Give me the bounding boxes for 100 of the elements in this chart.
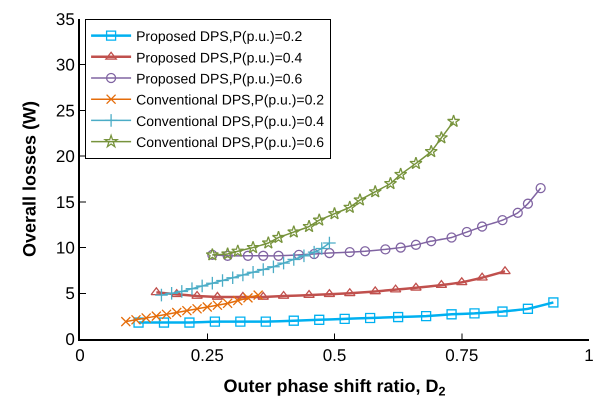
point xyxy=(462,226,472,238)
point xyxy=(288,316,299,326)
point xyxy=(353,193,367,206)
point xyxy=(522,198,534,209)
point xyxy=(297,248,311,263)
point xyxy=(410,282,422,291)
point xyxy=(322,236,336,250)
point xyxy=(434,130,448,144)
point xyxy=(174,284,189,298)
point xyxy=(294,250,304,260)
point xyxy=(154,288,168,302)
point xyxy=(287,225,300,238)
point xyxy=(410,240,422,250)
y-axis-title: Overall losses (W) xyxy=(20,100,40,258)
point xyxy=(499,266,511,274)
point xyxy=(384,176,398,190)
point xyxy=(497,306,508,317)
point xyxy=(235,316,246,327)
point xyxy=(340,314,350,324)
point xyxy=(260,316,271,327)
point xyxy=(246,265,260,280)
point xyxy=(390,284,402,293)
point xyxy=(324,289,336,298)
point xyxy=(420,310,432,322)
point xyxy=(273,250,284,261)
point xyxy=(236,268,250,282)
y-tick-label: 25 xyxy=(56,101,75,120)
point xyxy=(256,262,270,276)
point xyxy=(497,214,508,226)
x-axis-title: Outer phase shift ratio, D$_{2}$ xyxy=(223,376,446,399)
point xyxy=(512,208,523,218)
point xyxy=(164,286,179,300)
legend-label: Proposed DPS,P(p.u.)=0.6 xyxy=(136,70,302,86)
legend-label: Conventional DPS,P(p.u.)=0.2 xyxy=(136,92,324,108)
point xyxy=(343,200,356,214)
point xyxy=(272,230,286,244)
point xyxy=(158,317,170,328)
point xyxy=(216,274,230,288)
legend-label: Conventional DPS,P(p.u.)=0.4 xyxy=(136,112,324,129)
point xyxy=(536,182,546,194)
point xyxy=(436,280,448,288)
point xyxy=(222,250,233,261)
y-tick-label: 10 xyxy=(56,238,75,258)
point xyxy=(286,252,301,266)
point xyxy=(394,167,408,180)
point xyxy=(231,244,244,257)
point xyxy=(191,290,203,299)
point xyxy=(266,260,280,274)
point xyxy=(278,290,290,299)
point xyxy=(184,317,195,328)
point xyxy=(312,213,326,226)
point xyxy=(426,236,436,246)
point xyxy=(324,248,335,258)
point xyxy=(303,290,315,298)
point xyxy=(210,316,220,327)
point xyxy=(396,242,406,253)
point xyxy=(185,282,199,296)
y-tick-label: 30 xyxy=(56,56,75,75)
point xyxy=(220,247,234,260)
point xyxy=(226,270,240,285)
point xyxy=(380,244,391,255)
legend-label: Conventional DPS,P(p.u.)=0.6 xyxy=(136,134,324,150)
point xyxy=(276,256,291,270)
point xyxy=(242,250,254,261)
point xyxy=(314,242,329,256)
point xyxy=(368,184,382,198)
point xyxy=(344,246,355,258)
legend-label: Proposed DPS,P(p.u.)=0.2 xyxy=(136,28,302,44)
point xyxy=(522,304,534,314)
point xyxy=(195,279,210,293)
point xyxy=(237,292,249,300)
point xyxy=(328,206,342,220)
point xyxy=(205,276,220,290)
legend-label: Proposed DPS,P(p.u.)=0.4 xyxy=(136,49,302,66)
point xyxy=(392,312,404,322)
x-tick-label: 0.25 xyxy=(190,346,224,366)
point xyxy=(469,308,480,319)
point xyxy=(150,287,162,296)
point xyxy=(246,240,260,254)
point xyxy=(133,317,144,328)
point xyxy=(364,312,376,324)
y-tick-label: 0 xyxy=(65,330,75,349)
y-tick-label: 5 xyxy=(65,284,75,304)
point xyxy=(258,250,268,261)
point xyxy=(212,292,224,300)
point xyxy=(308,248,320,260)
x-tick-label: 0.5 xyxy=(322,346,346,366)
x-tick-label: 1 xyxy=(584,346,594,366)
y-tick-label: 35 xyxy=(56,10,75,29)
y-tick-label: 20 xyxy=(56,147,75,166)
point xyxy=(446,309,457,320)
point xyxy=(446,232,457,243)
point xyxy=(476,221,488,232)
point xyxy=(262,236,275,249)
y-tick-label: 15 xyxy=(56,192,75,212)
point xyxy=(307,245,322,260)
point xyxy=(302,220,316,232)
point xyxy=(360,246,370,256)
point xyxy=(548,297,559,308)
point xyxy=(424,144,438,158)
